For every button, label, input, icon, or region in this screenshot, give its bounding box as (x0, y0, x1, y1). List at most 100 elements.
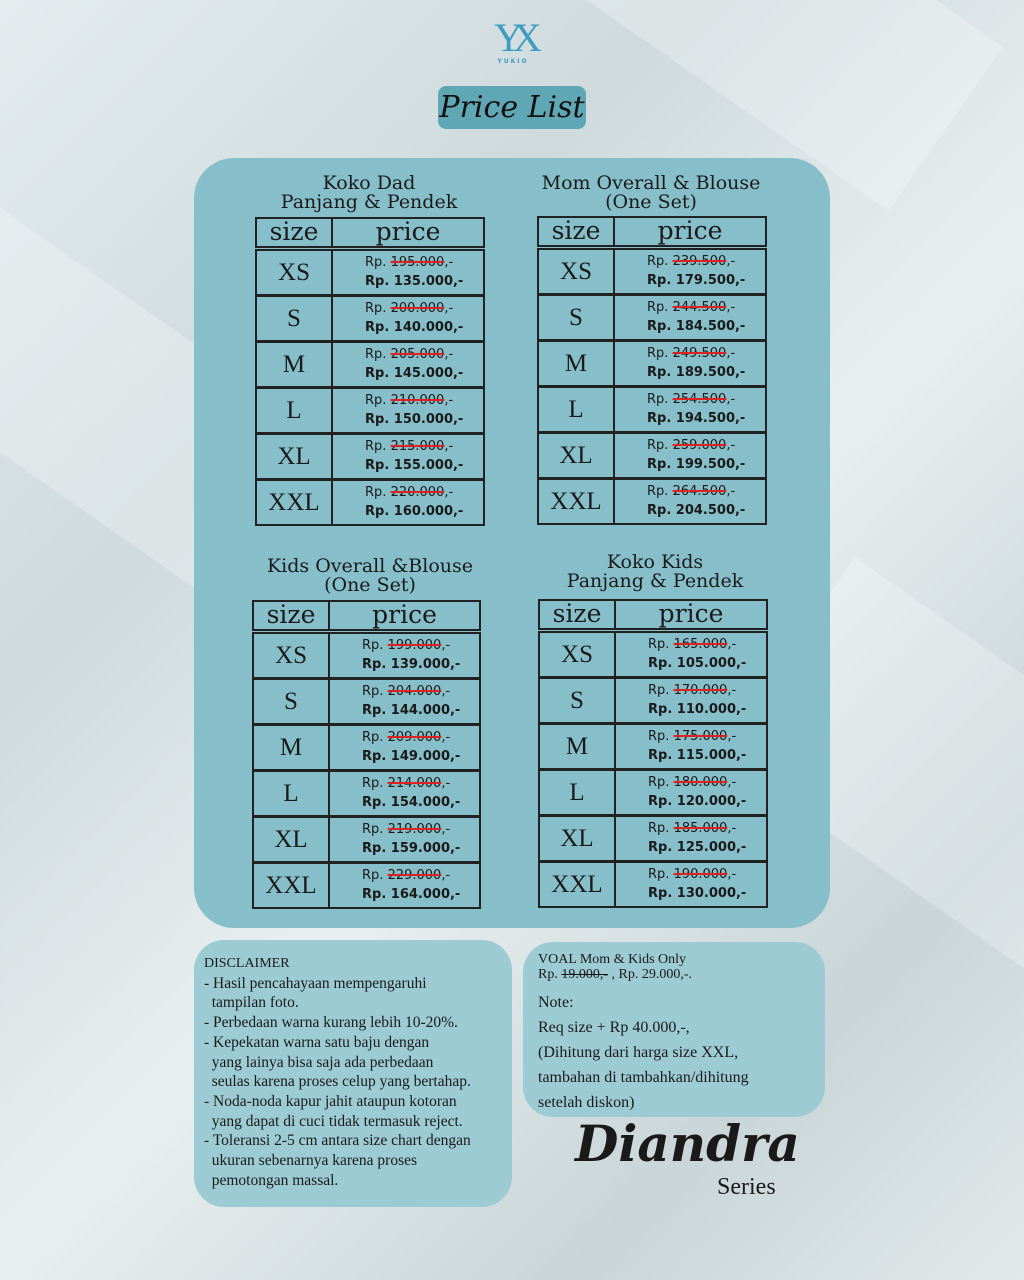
old-price-prefix: Rp. (362, 868, 384, 883)
discount-price: Rp. 154.000,- (362, 795, 461, 810)
size-cell: XS (257, 251, 333, 294)
old-price: Rp. 180.000,- (648, 773, 766, 792)
price-table: XS Rp. 239.500,- Rp. 179.500,- S Rp. 244.500… (537, 248, 767, 525)
old-price-suffix: ,- (441, 730, 451, 745)
table-header: size price (255, 217, 485, 248)
old-price-prefix: Rp. (647, 438, 669, 453)
price-cell: Rp. 259.000,- Rp. 199.500,- (615, 434, 765, 477)
table-title-line1: Mom Overall & Blouse (541, 172, 761, 194)
table-row: XS Rp. 199.000,- Rp. 139.000,- (252, 632, 481, 679)
table-row: XL Rp. 185.000,- Rp. 125.000,- (538, 815, 768, 862)
series-suffix: Series (717, 1174, 776, 1200)
old-price-prefix: Rp. (365, 301, 387, 316)
note-line: (Dihitung dari harga size XXL, (538, 1044, 739, 1061)
size-cell: M (540, 725, 616, 768)
size-cell: M (257, 343, 333, 386)
old-price: Rp. 244.500,- (647, 298, 765, 317)
price-cell: Rp. 220.000,- Rp. 160.000,- (333, 481, 483, 524)
note-box: VOAL Mom & Kids Only Rp. 19.000,- , Rp. … (523, 942, 825, 1117)
note-line: Req size + Rp 40.000,-, (538, 1019, 690, 1036)
table-row: S Rp. 170.000,- Rp. 110.000,- (538, 677, 768, 724)
size-cell: L (540, 771, 616, 814)
table-row: L Rp. 180.000,- Rp. 120.000,- (538, 769, 768, 816)
size-cell: L (539, 388, 615, 431)
price-table: XS Rp. 195.000,- Rp. 135.000,- S Rp. 200.000… (255, 249, 485, 526)
discount-price: Rp. 130.000,- (648, 886, 747, 901)
table-row: XXL Rp. 220.000,- Rp. 160.000,- (255, 479, 485, 526)
old-price-prefix: Rp. (648, 637, 670, 652)
yukio-logo-text: YUKIO (497, 58, 529, 65)
old-price: Rp. 264.500,- (647, 482, 765, 501)
old-price-prefix: Rp. (365, 255, 387, 270)
disclaimer-line: yang lainya bisa saja ada perbedaan (204, 1053, 434, 1071)
old-price-prefix: Rp. (647, 300, 669, 315)
old-price-suffix: ,- (726, 438, 736, 453)
table-row: XL Rp. 219.000,- Rp. 159.000,- (252, 816, 481, 863)
old-price-value: 175.000 (673, 729, 728, 744)
size-cell: XL (257, 435, 333, 478)
table-row: S Rp. 200.000,- Rp. 140.000,- (255, 295, 485, 342)
old-price-prefix: Rp. (365, 439, 387, 454)
price-cell: Rp. 249.500,- Rp. 189.500,- (615, 342, 765, 385)
price-cell: Rp. 170.000,- Rp. 110.000,- (616, 679, 766, 722)
price-cell: Rp. 199.000,- Rp. 139.000,- (330, 634, 479, 677)
old-price-prefix: Rp. (647, 484, 669, 499)
discount-price: Rp. 135.000,- (365, 274, 464, 289)
old-price-suffix: ,- (726, 392, 736, 407)
discount-price: Rp. 110.000,- (648, 702, 747, 717)
disclaimer-line: seulas karena proses celup yang bertahap… (204, 1073, 471, 1091)
disclaimer-line: - Hasil pencahayaan mempengaruhi (204, 974, 427, 992)
discount-price: Rp. 140.000,- (365, 320, 464, 335)
size-header: size (257, 219, 333, 246)
discount-price: Rp. 150.000,- (365, 412, 464, 427)
old-price-value: 200.000 (390, 301, 445, 316)
table-title-line2: Panjang & Pendek (280, 191, 458, 213)
old-price-value: 170.000 (673, 683, 728, 698)
old-price-prefix: Rp. (365, 485, 387, 500)
old-price-prefix: Rp. (362, 822, 384, 837)
table-row: XS Rp. 195.000,- Rp. 135.000,- (255, 249, 485, 296)
old-price: Rp. 254.500,- (647, 390, 765, 409)
price-header: price (372, 600, 437, 629)
old-price-value: 264.500 (672, 484, 727, 499)
size-cell: S (254, 680, 330, 723)
price-cell: Rp. 219.000,- Rp. 159.000,- (330, 818, 479, 861)
table-title: Mom Overall & Blouse (One Set) (501, 174, 801, 212)
disclaimer-line: - Perbedaan warna kurang lebih 10-20%. (204, 1014, 458, 1032)
table-row: L Rp. 254.500,- Rp. 194.500,- (537, 386, 767, 433)
old-price-prefix: Rp. (647, 392, 669, 407)
price-cell: Rp. 254.500,- Rp. 194.500,- (615, 388, 765, 431)
size-cell: S (540, 679, 616, 722)
old-price-value: 185.000 (673, 821, 728, 836)
table-header: size price (252, 600, 481, 631)
old-price: Rp. 190.000,- (648, 865, 766, 884)
old-price: Rp. 259.000,- (647, 436, 765, 455)
old-price-value: 219.000 (387, 822, 442, 837)
price-cell: Rp. 205.000,- Rp. 145.000,- (333, 343, 483, 386)
discount-price: Rp. 199.500,- (647, 457, 746, 472)
old-price-value: 210.000 (390, 393, 445, 408)
voal-price: Rp. 19.000,- , Rp. 29.000,-. (538, 967, 825, 982)
size-cell: XS (254, 634, 330, 677)
discount-price: Rp. 155.000,- (365, 458, 464, 473)
discount-price: Rp. 194.500,- (647, 411, 746, 426)
old-price-prefix: Rp. (647, 346, 669, 361)
table-title-line1: Koko Dad (322, 172, 416, 194)
discount-price: Rp. 204.500,- (647, 503, 746, 518)
old-price-value: 239.500 (672, 254, 727, 269)
size-cell: XXL (539, 480, 615, 523)
size-header: size (254, 602, 330, 629)
table-title-line2: (One Set) (605, 191, 697, 213)
old-price-suffix: ,- (727, 637, 737, 652)
old-price-suffix: ,- (444, 439, 454, 454)
price-cell: Rp. 244.500,- Rp. 184.500,- (615, 296, 765, 339)
old-price: Rp. 229.000,- (362, 866, 479, 885)
discount-price: Rp. 179.500,- (647, 273, 746, 288)
old-price-value: 220.000 (390, 485, 445, 500)
table-row: XXL Rp. 229.000,- Rp. 164.000,- (252, 862, 481, 909)
old-price: Rp. 210.000,- (365, 391, 483, 410)
size-cell: L (257, 389, 333, 432)
old-price-value: 204.000 (387, 684, 442, 699)
old-price: Rp. 200.000,- (365, 299, 483, 318)
old-price-value: 249.500 (672, 346, 727, 361)
